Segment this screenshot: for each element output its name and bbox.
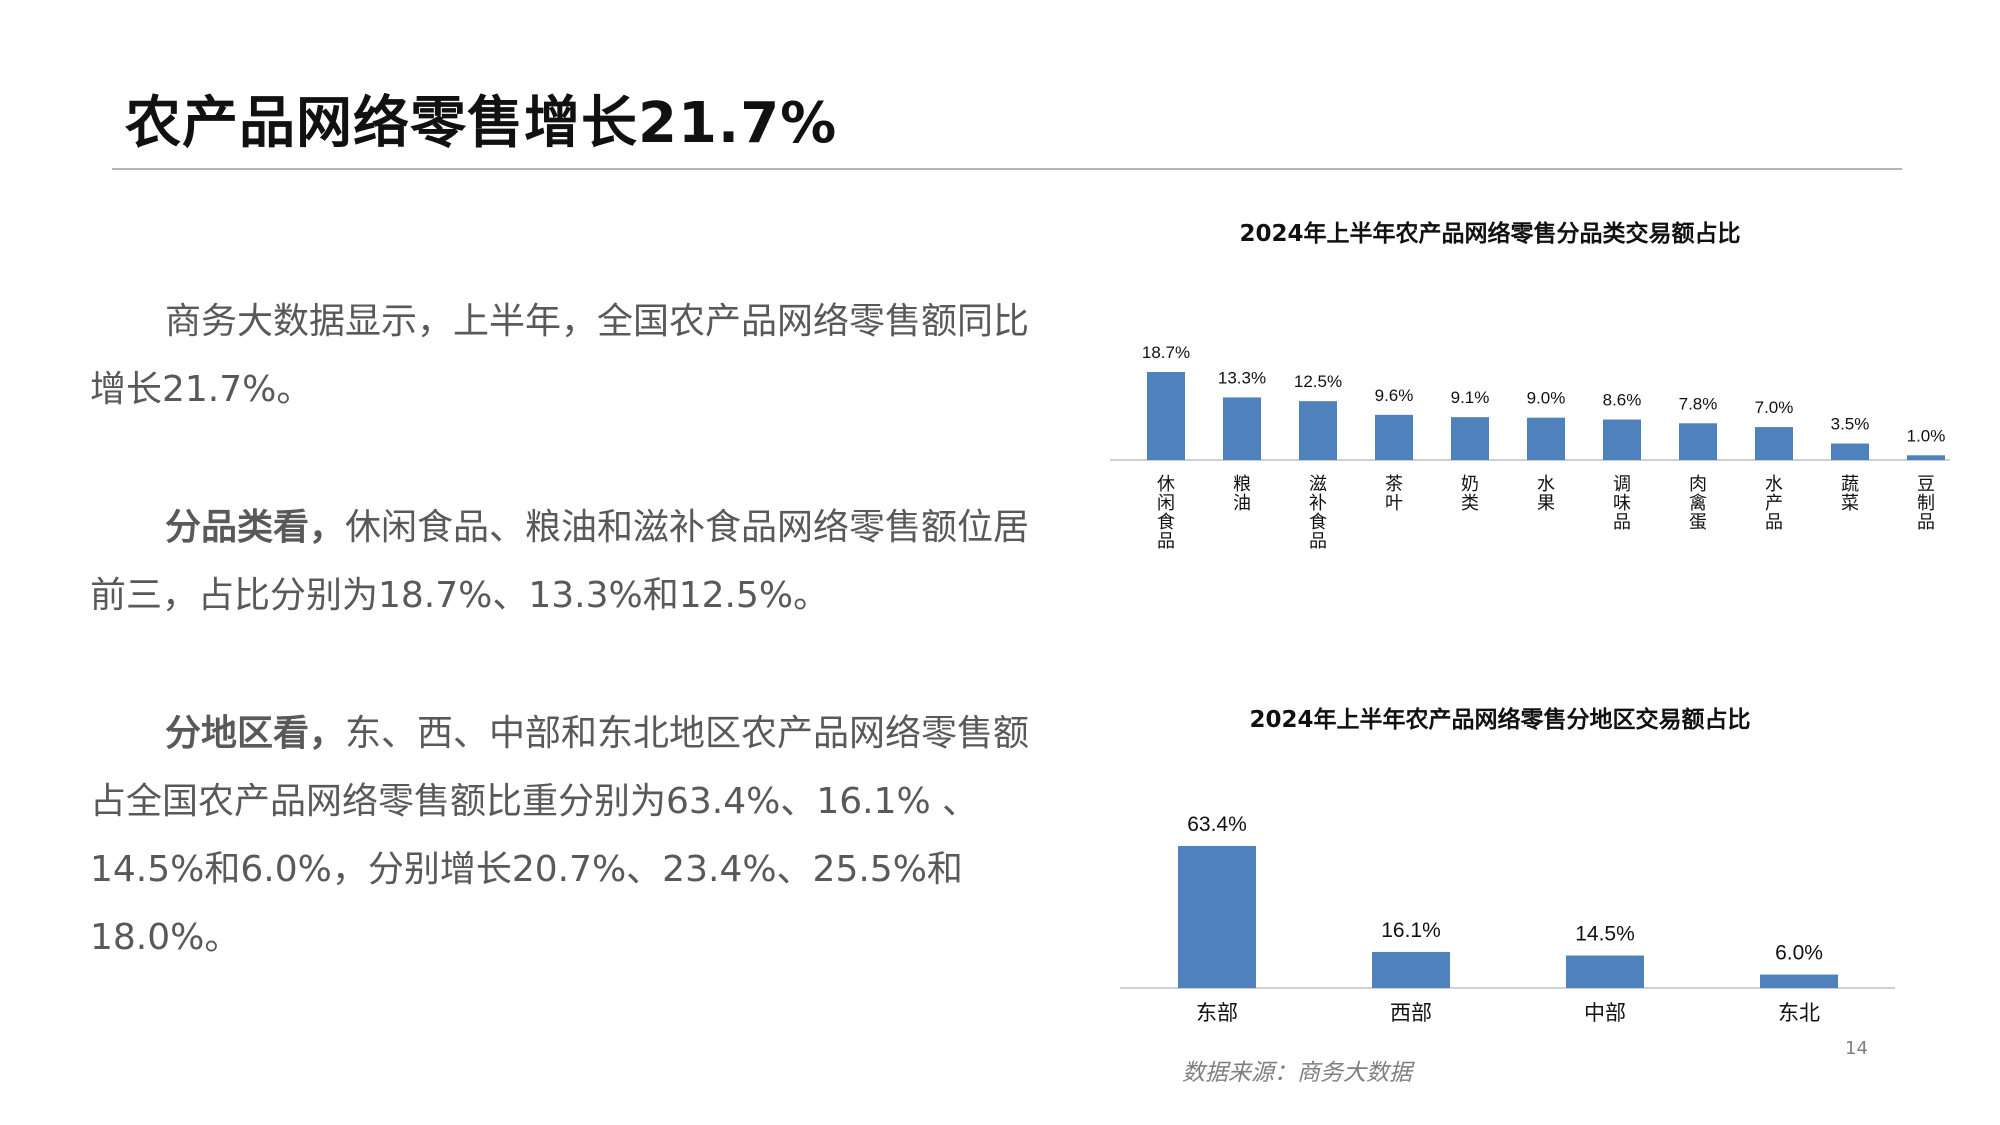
category-data-label: 8.6% bbox=[1603, 391, 1642, 410]
category-bar-chart: 18.7% 休闲食品 13.3% 粮油 12.5% 滋补食品 9.6% 茶叶 9.1% 奶类 9.0… bbox=[1110, 343, 1950, 552]
region-tick-label: 东北 bbox=[1778, 1001, 1820, 1025]
paragraph-1: 商务大数据显示，上半年，全国农产品网络零售额同比增长21.7%。 bbox=[90, 288, 1030, 424]
category-bar bbox=[1147, 372, 1185, 460]
region-tick-label: 西部 bbox=[1390, 1001, 1432, 1025]
category-bar bbox=[1603, 419, 1641, 460]
paragraph-3: 分地区看，东、西、中部和东北地区农产品网络零售额占全国农产品网络零售额比重分别为… bbox=[90, 700, 1030, 972]
category-tick-label: 肉禽蛋 bbox=[1689, 474, 1707, 533]
region-tick-label: 中部 bbox=[1584, 1001, 1626, 1025]
category-data-label: 3.5% bbox=[1831, 415, 1870, 434]
category-tick-label: 休闲食品 bbox=[1157, 474, 1175, 552]
category-tick-label: 滋补食品 bbox=[1309, 474, 1327, 552]
category-tick-label: 奶类 bbox=[1461, 474, 1479, 514]
paragraph-2-text: 休闲食品、粮油和滋补食品网络零售额位居前三，占比分别为18.7%、13.3%和1… bbox=[90, 507, 1030, 616]
region-chart-title: 2024年上半年农产品网络零售分地区交易额占比 bbox=[1249, 707, 1751, 733]
category-tick-label: 豆制品 bbox=[1917, 474, 1935, 533]
region-bar bbox=[1178, 846, 1256, 988]
category-tick-label: 粮油 bbox=[1233, 474, 1251, 514]
paragraph-3-lead: 分地区看， bbox=[165, 713, 346, 754]
category-data-label: 9.0% bbox=[1527, 389, 1566, 408]
category-tick-label: 调味品 bbox=[1613, 474, 1631, 533]
region-bar bbox=[1566, 955, 1644, 988]
category-tick-label: 水产品 bbox=[1765, 474, 1783, 533]
category-data-label: 18.7% bbox=[1142, 343, 1190, 362]
region-tick-label: 东部 bbox=[1196, 1001, 1238, 1025]
region-data-label: 63.4% bbox=[1187, 813, 1247, 836]
category-data-label: 13.3% bbox=[1218, 368, 1266, 387]
page-number: 14 bbox=[1845, 1038, 1868, 1059]
category-bar bbox=[1831, 443, 1869, 460]
paragraph-2-lead: 分品类看， bbox=[165, 507, 346, 548]
slide-title: 农产品网络零售增长21.7% bbox=[125, 91, 838, 156]
paragraph-2: 分品类看，休闲食品、粮油和滋补食品网络零售额位居前三，占比分别为18.7%、13… bbox=[90, 494, 1030, 630]
category-bar bbox=[1755, 427, 1793, 460]
data-source-note: 数据来源：商务大数据 bbox=[1182, 1060, 1412, 1086]
category-data-label: 12.5% bbox=[1294, 372, 1342, 391]
category-tick-label: 茶叶 bbox=[1385, 474, 1403, 514]
category-chart-title: 2024年上半年农产品网络零售分品类交易额占比 bbox=[1239, 221, 1741, 247]
category-tick-label: 水果 bbox=[1537, 474, 1555, 514]
region-data-label: 16.1% bbox=[1381, 919, 1441, 942]
category-bar bbox=[1451, 417, 1489, 460]
region-data-label: 14.5% bbox=[1575, 923, 1635, 946]
category-bar bbox=[1299, 401, 1337, 460]
category-tick-label: 蔬菜 bbox=[1841, 474, 1859, 514]
category-data-label: 7.0% bbox=[1755, 398, 1794, 417]
body-text: 商务大数据显示，上半年，全国农产品网络零售额同比增长21.7%。 分品类看，休闲… bbox=[90, 288, 1030, 1042]
paragraph-3-text: 东、西、中部和东北地区农产品网络零售额占全国农产品网络零售额比重分别为63.4%… bbox=[90, 713, 1030, 958]
category-data-label: 7.8% bbox=[1679, 394, 1718, 413]
category-bar bbox=[1907, 455, 1945, 460]
title-divider bbox=[112, 168, 1902, 170]
category-bar bbox=[1375, 414, 1413, 460]
region-bar bbox=[1372, 951, 1450, 988]
category-data-label: 1.0% bbox=[1907, 426, 1946, 445]
category-data-label: 9.1% bbox=[1451, 388, 1490, 407]
region-data-label: 6.0% bbox=[1775, 942, 1823, 965]
category-data-label: 9.6% bbox=[1375, 386, 1414, 405]
category-bar bbox=[1527, 417, 1565, 460]
category-bar bbox=[1679, 423, 1717, 460]
paragraph-1-text: 商务大数据显示，上半年，全国农产品网络零售额同比增长21.7%。 bbox=[90, 301, 1030, 410]
region-bar bbox=[1760, 974, 1838, 988]
category-bar bbox=[1223, 397, 1261, 460]
region-bar-chart: 63.4% 东部 16.1% 西部 14.5% 中部 6.0% 东北 bbox=[1120, 813, 1895, 1025]
